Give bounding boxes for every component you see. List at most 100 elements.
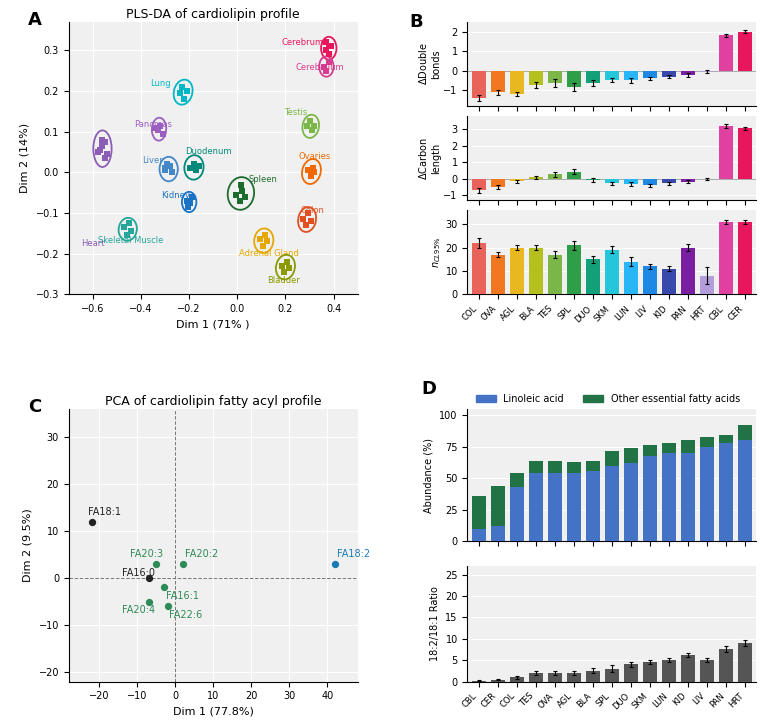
Point — [235, 178, 247, 190]
Point — [142, 572, 154, 584]
Point — [161, 600, 173, 612]
Bar — [624, 448, 638, 463]
Text: FA20:4: FA20:4 — [122, 605, 155, 616]
Bar — [472, 681, 485, 682]
Bar — [549, 673, 562, 682]
Text: Colon: Colon — [300, 206, 324, 215]
Bar — [529, 460, 542, 473]
Point — [320, 65, 332, 76]
Bar — [719, 36, 733, 70]
Bar — [662, 178, 675, 183]
Bar — [549, 174, 562, 178]
Bar — [529, 248, 542, 294]
Point — [257, 240, 269, 252]
Bar — [719, 222, 733, 294]
Point — [283, 262, 295, 274]
Point — [261, 236, 274, 247]
Bar — [510, 178, 523, 181]
Text: FA16:1: FA16:1 — [166, 592, 199, 601]
Bar — [586, 70, 600, 83]
Bar — [491, 254, 504, 294]
Bar — [681, 70, 694, 75]
Text: FA20:3: FA20:3 — [130, 549, 163, 559]
Point — [303, 207, 315, 219]
Bar — [701, 660, 714, 682]
Point — [322, 57, 335, 68]
Bar — [719, 443, 733, 542]
Bar — [549, 254, 562, 294]
Bar — [738, 128, 752, 178]
Bar — [472, 529, 485, 542]
Text: C: C — [28, 398, 41, 416]
Bar — [701, 70, 714, 72]
Bar — [472, 70, 485, 98]
Point — [308, 167, 320, 178]
Point — [238, 191, 251, 202]
Bar — [738, 222, 752, 294]
Bar — [529, 673, 542, 682]
Text: Cerebellum: Cerebellum — [295, 63, 344, 72]
X-axis label: Dim 1 (77.8%): Dim 1 (77.8%) — [173, 707, 254, 717]
Text: A: A — [28, 11, 42, 29]
Bar — [681, 178, 694, 182]
Bar — [567, 245, 581, 294]
Bar — [605, 465, 619, 542]
Bar — [662, 660, 675, 682]
Bar — [586, 460, 600, 471]
Point — [307, 162, 319, 174]
Bar — [491, 178, 504, 187]
Bar — [643, 663, 656, 681]
Point — [193, 160, 205, 172]
Text: FA22:6: FA22:6 — [170, 610, 202, 620]
Point — [234, 195, 246, 207]
Point — [184, 197, 196, 209]
Bar — [643, 445, 656, 455]
Bar — [567, 462, 581, 473]
Point — [280, 256, 293, 268]
Bar — [681, 248, 694, 294]
Point — [94, 144, 106, 156]
Y-axis label: $\Delta$Carbon
length: $\Delta$Carbon length — [417, 136, 441, 180]
Text: FA18:2: FA18:2 — [337, 549, 370, 559]
Point — [99, 136, 111, 148]
Bar — [662, 70, 675, 77]
Bar — [491, 680, 504, 682]
Bar — [662, 443, 675, 453]
Point — [159, 165, 171, 176]
Bar — [586, 178, 600, 180]
Bar — [681, 655, 694, 682]
Bar — [662, 269, 675, 294]
Point — [306, 124, 318, 136]
Point — [180, 85, 193, 96]
Point — [305, 170, 317, 182]
Bar — [624, 70, 638, 80]
Bar — [605, 70, 619, 80]
Bar — [586, 260, 600, 294]
Point — [118, 221, 130, 233]
Bar — [701, 436, 714, 447]
Bar — [719, 650, 733, 682]
Point — [125, 225, 138, 237]
Point — [325, 41, 337, 52]
Bar — [605, 450, 619, 465]
Title: PLS-DA of cardiolipin profile: PLS-DA of cardiolipin profile — [126, 7, 300, 20]
Point — [254, 233, 267, 245]
Bar — [529, 473, 542, 542]
Text: Bladder: Bladder — [267, 276, 299, 286]
Point — [320, 36, 332, 48]
Y-axis label: $\Delta$Double
bonds: $\Delta$Double bonds — [417, 43, 441, 85]
Bar — [681, 453, 694, 542]
Bar — [549, 473, 562, 542]
Bar — [624, 664, 638, 682]
Bar — [586, 671, 600, 681]
Bar — [529, 70, 542, 86]
Bar — [701, 447, 714, 542]
Point — [236, 185, 248, 196]
Point — [190, 165, 202, 176]
Text: Cerebrum: Cerebrum — [282, 38, 324, 46]
Bar — [624, 463, 638, 542]
Point — [182, 201, 194, 212]
Text: Liver: Liver — [142, 157, 163, 165]
Point — [152, 124, 164, 136]
Point — [161, 158, 173, 170]
